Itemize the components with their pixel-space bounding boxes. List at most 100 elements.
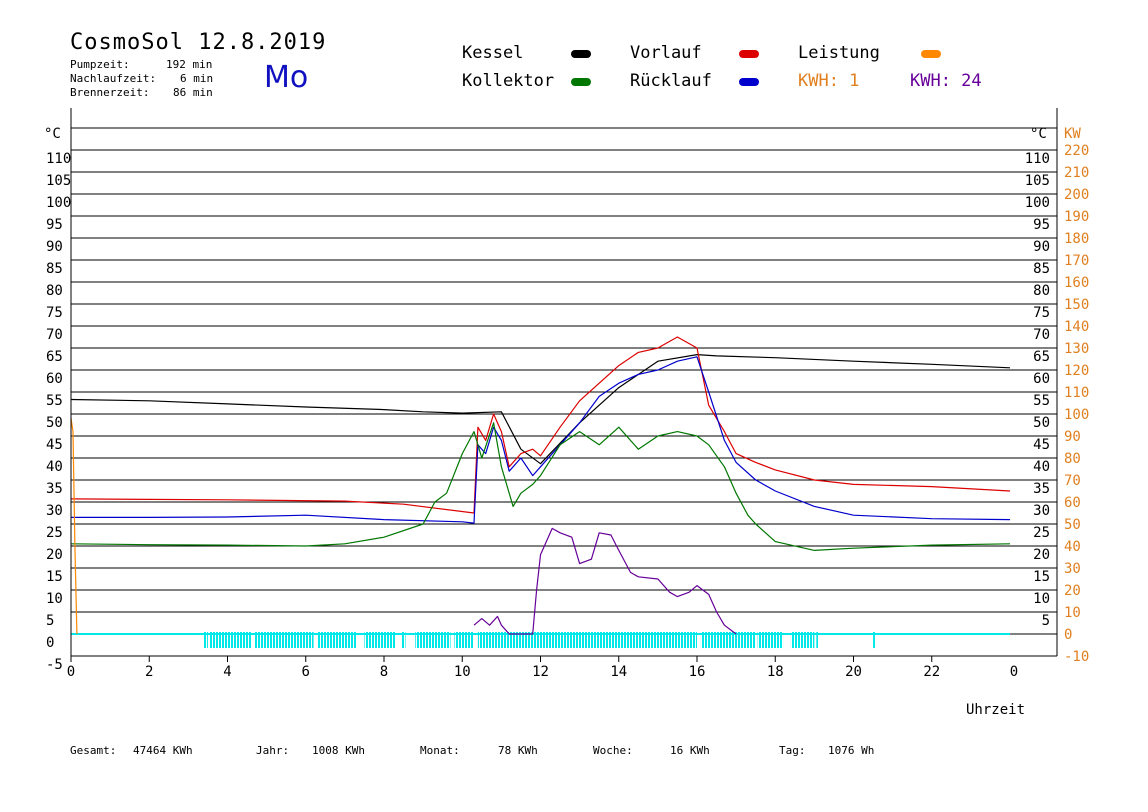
legend-vorlauf: Vorlauf (630, 43, 702, 63)
pump-segment (816, 632, 819, 648)
y-left-tick-label: 15 (46, 569, 63, 585)
kw-tick-label: 0 (1064, 627, 1072, 643)
y-left-tick-label: -5 (46, 657, 63, 673)
kw-tick-label: -10 (1064, 649, 1089, 665)
y-right-tick-label: 60 (1033, 371, 1050, 387)
x-tick-label: 18 (767, 664, 784, 680)
y-left-tick-label: 65 (46, 349, 63, 365)
kw-axis-unit: KW (1064, 126, 1081, 142)
info-label: Pumpzeit: (70, 58, 130, 71)
pump-segment (415, 632, 451, 648)
kw-tick-label: 190 (1064, 209, 1089, 225)
series-lines (70, 336, 1011, 635)
legend-ruecklauf-swatch (739, 78, 759, 86)
y-left-tick-label: 5 (46, 613, 54, 629)
kw-tick-label: 90 (1064, 429, 1081, 445)
legend-leistung-swatch (921, 50, 941, 58)
y-right-tick-label: 40 (1033, 459, 1050, 475)
y-left-tick-label: 85 (46, 261, 63, 277)
pump-segment (757, 632, 784, 648)
kw-tick-label: 10 (1064, 605, 1081, 621)
y-left-tick-label: 35 (46, 481, 63, 497)
x-tick-label: 2 (145, 664, 153, 680)
pump-activity-bars (71, 632, 1010, 648)
kw-tick-label: 70 (1064, 473, 1081, 489)
y-left-tick-label: 105 (46, 173, 71, 189)
y-right-tick-label: 70 (1033, 327, 1050, 343)
y-left-tick-label: 75 (46, 305, 63, 321)
kw-tick-label: 40 (1064, 539, 1081, 555)
x-tick-label: 6 (302, 664, 310, 680)
y-left-tick-label: 110 (46, 151, 71, 167)
y-right-tick-label: 85 (1033, 261, 1050, 277)
axes (70, 108, 1058, 662)
grid-lines (71, 127, 1057, 635)
y-left-tick-label: 40 (46, 459, 63, 475)
kw-tick-label: 160 (1064, 275, 1089, 291)
pump-segment (454, 632, 474, 648)
pump-segment (700, 632, 756, 648)
y-left-tick-label: 70 (46, 327, 63, 343)
series-line-kollektor (70, 422, 1011, 552)
y-right-tick-label: 30 (1033, 503, 1050, 519)
kw-tick-label: 30 (1064, 561, 1081, 577)
legend-kessel-swatch (571, 50, 591, 58)
info-value: 6 min (180, 72, 214, 85)
legend-kollektor-swatch (571, 78, 591, 86)
x-tick-label: 10 (454, 664, 471, 680)
y-left-tick-label: 0 (46, 635, 54, 651)
footer-monat-value: 78 KWh (498, 744, 538, 757)
y-right-tick-label: 10 (1033, 591, 1050, 607)
kw-tick-label: 130 (1064, 341, 1089, 357)
y-left-tick-label: 60 (46, 371, 63, 387)
y-right-tick-label: 5 (1042, 613, 1050, 629)
footer-gesamt-label: Gesamt: (70, 744, 117, 757)
pump-segment (401, 632, 406, 648)
x-tick-label: 16 (689, 664, 706, 680)
pump-segment (873, 632, 876, 648)
kw-tick-label: 210 (1064, 165, 1089, 181)
series-line-vorlauf (70, 336, 1011, 514)
kw-tick-label: 60 (1064, 495, 1081, 511)
y-axis-left-unit: °C (44, 126, 61, 142)
footer-jahr-value: 1008 KWh (312, 744, 365, 757)
chart-title: CosmoSol 12.8.2019 (70, 30, 327, 55)
kw-tick-label: 220 (1064, 143, 1089, 159)
series-line-kessel (70, 354, 1011, 465)
kw-tick-label: 200 (1064, 187, 1089, 203)
info-brennerzeit: Brennerzeit: 86 min (70, 86, 213, 99)
y-right-tick-label: 65 (1033, 349, 1050, 365)
y-left-tick-label: 80 (46, 283, 63, 299)
y-right-tick-label: 90 (1033, 239, 1050, 255)
y-left-tick-label: 55 (46, 393, 63, 409)
pump-segment (790, 632, 815, 648)
y-left-tick-label: 100 (46, 195, 71, 211)
footer-gesamt-value: 47464 KWh (133, 744, 193, 757)
footer-tag-value: 1076 Wh (828, 744, 875, 757)
pump-segment (364, 632, 396, 648)
kw-tick-label: 120 (1064, 363, 1089, 379)
legend-kollektor: Kollektor (462, 71, 555, 91)
info-value: 86 min (173, 86, 213, 99)
x-tick-label: 22 (923, 664, 940, 680)
y-left-tick-label: 25 (46, 525, 63, 541)
y-right-tick-label: 110 (1025, 151, 1050, 167)
kw-tick-label: 140 (1064, 319, 1089, 335)
info-value: 192 min (166, 58, 213, 71)
kw-tick-label: 50 (1064, 517, 1081, 533)
series-line-r-cklauf (71, 356, 1011, 524)
y-left-tick-label: 95 (46, 217, 63, 233)
y-left-tick-label: 30 (46, 503, 63, 519)
y-axis-right-unit: °C (1030, 126, 1047, 142)
y-right-tick-label: 105 (1025, 173, 1050, 189)
x-tick-label: 0 (67, 664, 75, 680)
pump-segment (477, 632, 697, 648)
pump-segment (204, 632, 208, 648)
y-right-tick-label: 20 (1033, 547, 1050, 563)
info-pumpzeit: Pumpzeit: 192 min (70, 58, 212, 71)
legend-leistung: Leistung (798, 43, 880, 63)
y-left-tick-label: 45 (46, 437, 63, 453)
y-left-tick-label: 50 (46, 415, 63, 431)
kw-tick-label: 100 (1064, 407, 1089, 423)
